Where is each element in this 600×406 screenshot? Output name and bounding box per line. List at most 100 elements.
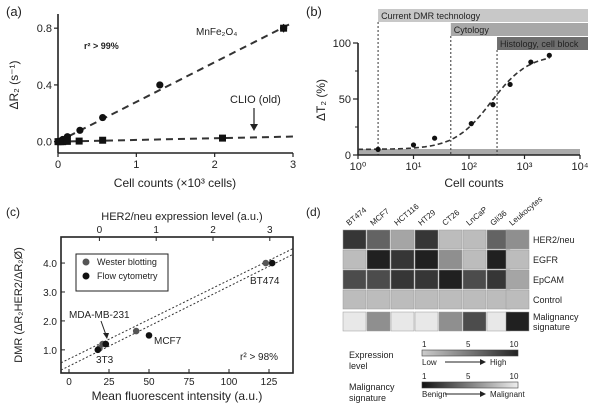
range-bar	[497, 37, 588, 50]
point-mnfe	[99, 113, 107, 122]
expression-legend-tick: 1	[422, 340, 427, 349]
heatmap-cell	[414, 269, 439, 290]
point-mnfe	[156, 81, 164, 89]
fit-curve	[358, 57, 550, 151]
data-point	[468, 121, 474, 127]
data-point	[507, 81, 513, 88]
point-flow	[268, 259, 276, 267]
point-label-mda: MDA-MB-231	[69, 310, 130, 321]
heatmap-cell	[414, 289, 439, 310]
panel-a-xlabel: Cell counts (×10³ cells)	[114, 176, 236, 190]
expression-legend-low: Low	[422, 358, 437, 367]
column-label: HCT116	[393, 202, 422, 228]
range-label: Histology, cell block	[500, 39, 579, 49]
panel-c-arrowhead-icon	[103, 333, 109, 339]
row-label: EpCAM	[533, 275, 564, 285]
heatmap-cell	[366, 229, 391, 250]
heatmap-cell	[505, 311, 530, 332]
column-label: Gli36	[489, 208, 510, 227]
point-flow	[102, 340, 110, 348]
heatmap-cell	[390, 229, 415, 250]
panel-b-xlabel: Cell counts	[444, 176, 503, 190]
fit-line-flow	[60, 253, 294, 371]
column-label: LnCaP	[465, 205, 490, 228]
x-tick-label: 2	[212, 159, 218, 171]
y-tick-label: 0	[345, 150, 351, 162]
point-clio	[99, 136, 107, 144]
x-tick-label: 50	[143, 377, 155, 388]
malignancy-legend-tick: 10	[510, 372, 519, 381]
heatmap-cell	[390, 249, 415, 270]
heatmap-cell	[414, 311, 439, 332]
heatmap-cell	[342, 311, 367, 332]
legend-text-flow: Flow cytometry	[97, 271, 158, 281]
column-label: Leukocytes	[508, 195, 545, 228]
heatmap-cell	[462, 289, 487, 310]
point-clio	[219, 134, 226, 142]
y-tick-label: 2.0	[43, 317, 57, 328]
point-clio	[63, 137, 71, 145]
panel-a-label: (a)	[6, 4, 22, 19]
row-label: Malignancy	[533, 312, 579, 322]
legend-marker-flow	[82, 272, 90, 280]
data-point	[528, 59, 534, 65]
data-point	[375, 146, 381, 152]
point-label-3t3: 3T3	[96, 355, 114, 366]
heatmap-cell	[438, 289, 463, 310]
point-western	[132, 327, 140, 335]
x-tick-label: 100	[221, 377, 238, 388]
fit-line-mnfe	[57, 21, 294, 143]
panel-b-ylabel: ΔT₂ (%)	[314, 79, 328, 121]
malignancy-legend-low: Benign	[422, 390, 447, 399]
fit-line-clio	[57, 135, 294, 143]
panel-a-r2: r² > 99%	[84, 41, 119, 51]
heatmap-cell	[366, 249, 391, 270]
y-tick-label: 50	[339, 94, 351, 106]
panel-d-label: (d)	[306, 205, 321, 219]
heatmap-cell	[342, 269, 367, 290]
point-western	[262, 259, 270, 267]
column-label: MCF7	[369, 206, 392, 227]
panel-a-arrowhead-icon	[250, 124, 258, 131]
row-label: signature	[533, 322, 570, 332]
heatmap-cell	[414, 249, 439, 270]
heatmap-cell	[390, 269, 415, 290]
legend-expression-title: Expression level	[349, 350, 394, 371]
data-point	[546, 52, 552, 58]
malignancy-legend-high: Malignant	[490, 390, 525, 399]
baseline-band	[358, 149, 580, 155]
malignancy-legend-tick: 5	[466, 372, 471, 381]
y-tick-label: 0.8	[37, 23, 52, 35]
data-point	[432, 135, 438, 141]
heatmap-cell	[438, 269, 463, 290]
point-flow	[145, 332, 153, 339]
data-point	[410, 142, 417, 148]
point-clio	[59, 138, 67, 146]
panel-a: (a) 0 1 2 3 0.0 0.4 0.8 r² > 99% MnFe₂O₄ CLIO …	[6, 4, 296, 190]
x-tick-label: 10¹	[406, 161, 422, 173]
heatmap-cell	[366, 311, 391, 332]
x-tick-label: 10⁰	[350, 161, 367, 173]
panel-c-r2: r² > 98%	[240, 352, 278, 363]
y-tick-label: 1.0	[43, 346, 57, 357]
x2-tick-label: 2	[210, 225, 216, 236]
heatmap-cell	[390, 311, 415, 332]
column-label: BT474	[345, 205, 369, 227]
x-tick-label: 0	[55, 159, 61, 171]
x-tick-label: 0	[66, 377, 72, 388]
heatmap-cell	[505, 229, 530, 250]
x-tick-label: 3	[290, 159, 296, 171]
heatmap-cell	[342, 289, 367, 310]
panel-a-label-mnfe: MnFe₂O₄	[196, 27, 237, 38]
expression-legend-bar	[421, 349, 519, 357]
heatmap-cell	[438, 311, 463, 332]
malignancy-legend-tick: 1	[422, 372, 427, 381]
legend-marker-western	[82, 258, 90, 266]
malignancy-legend-bar	[421, 381, 519, 389]
point-mnfe	[76, 126, 84, 134]
heatmap-cell	[505, 269, 530, 290]
legend-text-western: Wester blotting	[97, 257, 157, 267]
point-flow	[94, 346, 102, 354]
